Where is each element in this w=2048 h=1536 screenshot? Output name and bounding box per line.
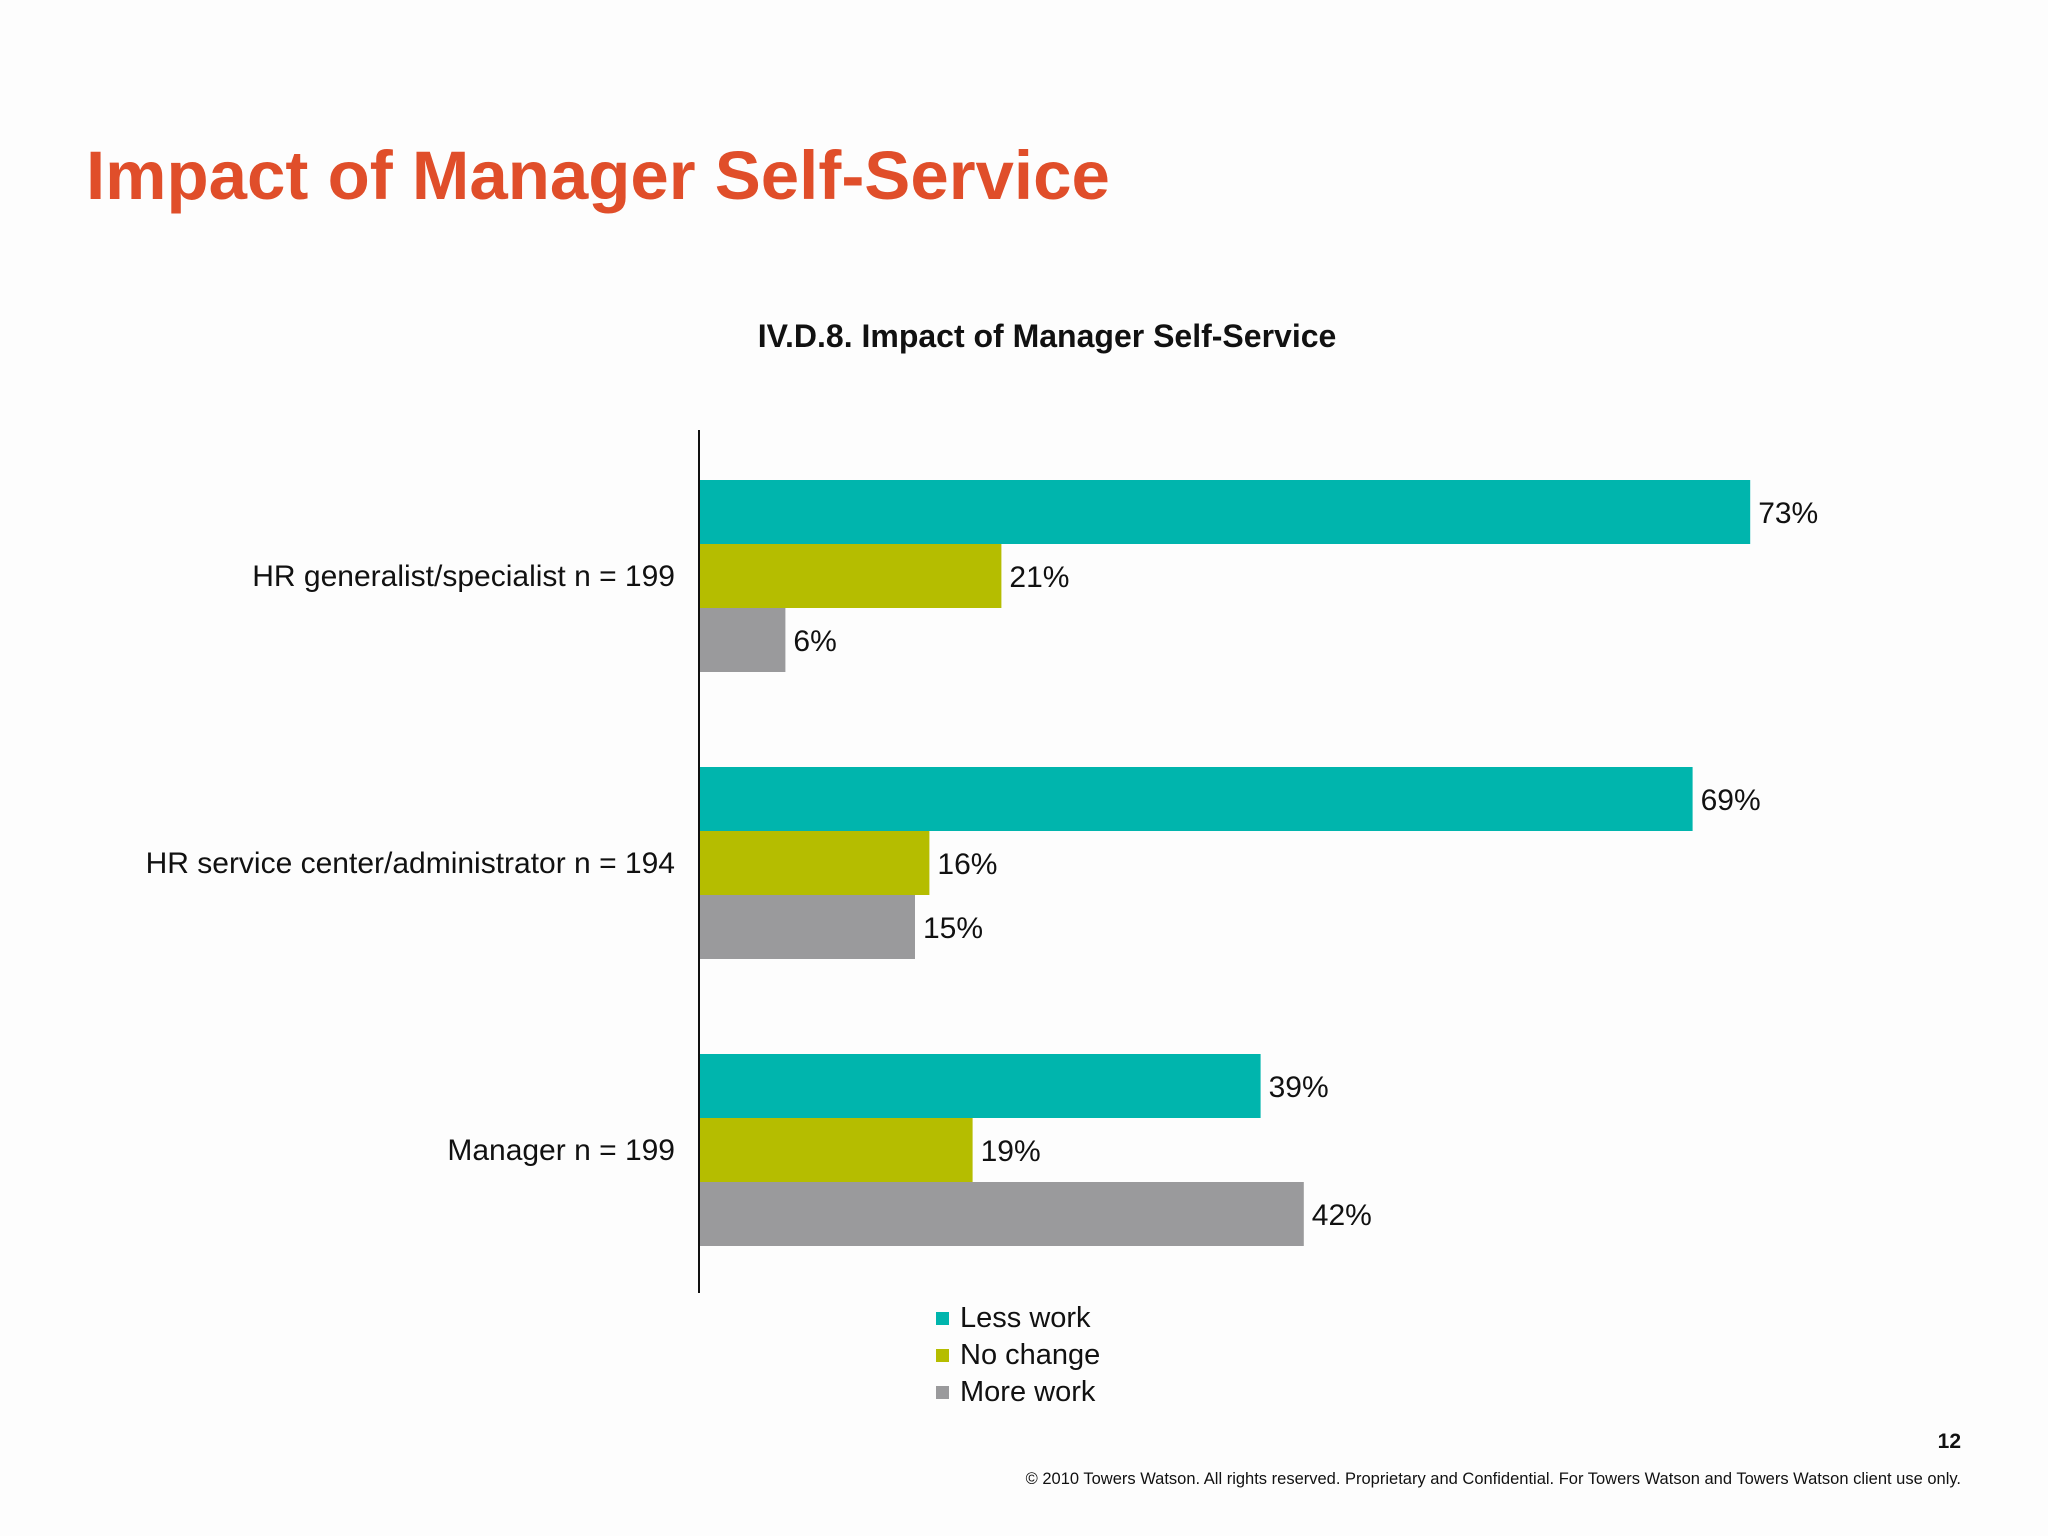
- legend-label-no-change: No change: [960, 1339, 1101, 1371]
- data-label: 39%: [1269, 1071, 1329, 1104]
- copyright-footer: © 2010 Towers Watson. All rights reserve…: [1025, 1470, 1961, 1488]
- legend-item-less-work: Less work: [936, 1300, 1100, 1337]
- legend-swatch-more-work: [936, 1386, 949, 1399]
- legend-swatch-no-change: [936, 1349, 949, 1362]
- data-label: 21%: [1009, 561, 1069, 594]
- data-label: 19%: [981, 1135, 1041, 1168]
- bar-no-change: [699, 1118, 973, 1182]
- category-label: Manager n = 199: [447, 1134, 675, 1167]
- legend-item-no-change: No change: [936, 1337, 1100, 1374]
- data-label: 73%: [1758, 497, 1818, 530]
- bar-more-work: [699, 1182, 1304, 1246]
- chart-legend: Less work No change More work: [936, 1300, 1100, 1411]
- bar-no-change: [699, 831, 930, 895]
- bar-less-work: [699, 480, 1751, 544]
- data-label: 15%: [923, 912, 983, 945]
- legend-swatch-less-work: [936, 1312, 949, 1325]
- bar-less-work: [699, 1054, 1261, 1118]
- legend-item-more-work: More work: [936, 1374, 1100, 1411]
- data-label: 16%: [937, 848, 997, 881]
- page-number: 12: [1937, 1430, 1961, 1453]
- bar-more-work: [699, 608, 786, 672]
- bar-no-change: [699, 544, 1002, 608]
- legend-label-more-work: More work: [960, 1376, 1096, 1408]
- data-label: 6%: [793, 625, 836, 658]
- category-label: HR service center/administrator n = 194: [146, 847, 675, 880]
- legend-label-less-work: Less work: [960, 1302, 1091, 1334]
- chart-title: IV.D.8. Impact of Manager Self-Service: [757, 318, 1337, 354]
- category-label: HR generalist/specialist n = 199: [252, 560, 675, 593]
- slide-title: Impact of Manager Self-Service: [86, 137, 1110, 214]
- bar-more-work: [699, 895, 915, 959]
- data-label: 42%: [1312, 1199, 1372, 1232]
- data-label: 69%: [1701, 784, 1761, 817]
- bar-less-work: [699, 767, 1693, 831]
